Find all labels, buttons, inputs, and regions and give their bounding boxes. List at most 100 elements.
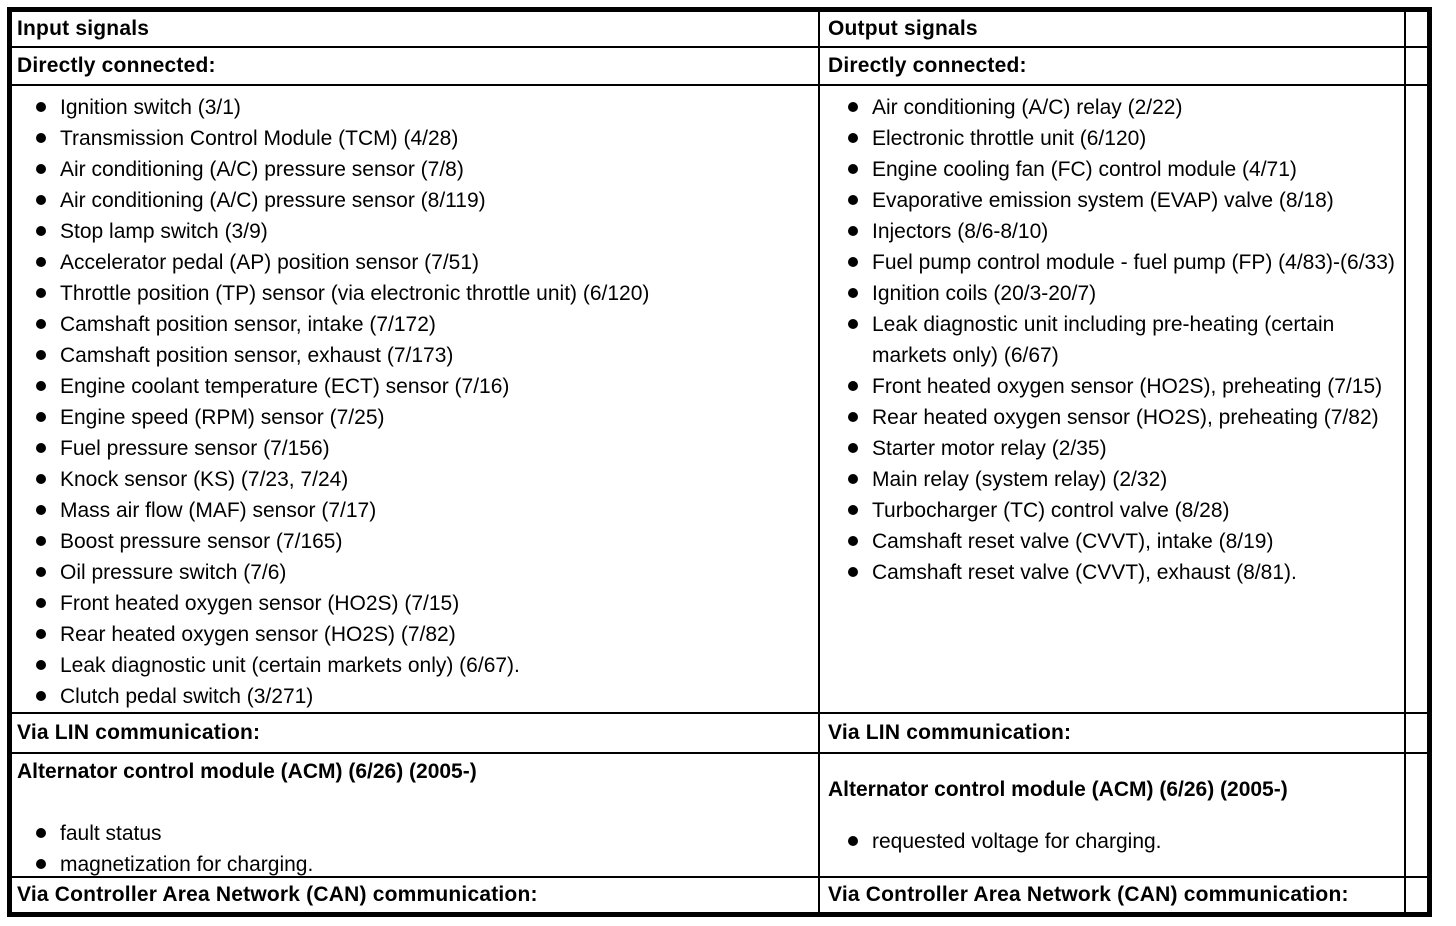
- list-item: Engine coolant temperature (ECT) sensor …: [12, 371, 818, 402]
- list-item-text: Camshaft position sensor, intake (7/172): [60, 313, 436, 336]
- list-item-text: Fuel pump control module - fuel pump (FP…: [872, 251, 1395, 274]
- signals-table: Input signals Output signals Directly co…: [7, 7, 1432, 917]
- list-item-text: Accelerator pedal (AP) position sensor (…: [60, 251, 480, 274]
- list-item-text: Knock sensor (KS) (7/23, 7/24): [60, 468, 349, 491]
- input-via-can-heading: Via Controller Area Network (CAN) commun…: [12, 878, 818, 912]
- list-item: Oil pressure switch (7/6): [12, 557, 818, 588]
- list-item-text: magnetization for charging.: [60, 853, 314, 876]
- list-item: Accelerator pedal (AP) position sensor (…: [12, 247, 818, 278]
- list-item-text: Ignition switch (3/1): [60, 96, 241, 119]
- input-acm-heading: Alternator control module (ACM) (6/26) (…: [17, 760, 477, 783]
- list-item: Mass air flow (MAF) sensor (7/17): [12, 495, 818, 526]
- list-item-text: Throttle position (TP) sensor (via elect…: [60, 282, 650, 305]
- list-item-text: Engine cooling fan (FC) control module (…: [872, 158, 1297, 181]
- list-item: Fuel pressure sensor (7/156): [12, 433, 818, 464]
- bullet-icon: [36, 660, 46, 670]
- list-item: Front heated oxygen sensor (HO2S) (7/15): [12, 588, 818, 619]
- input-via-lin-label: Via LIN communication:: [17, 721, 261, 744]
- bullet-icon: [848, 505, 858, 515]
- list-item: fault status: [12, 818, 818, 849]
- bullet-icon: [848, 412, 858, 422]
- list-item: Ignition switch (3/1): [12, 92, 818, 123]
- bullet-icon: [36, 598, 46, 608]
- list-item: Leak diagnostic unit (certain markets on…: [12, 650, 818, 681]
- bullet-icon: [36, 567, 46, 577]
- list-item: Boost pressure sensor (7/165): [12, 526, 818, 557]
- list-item: Fuel pump control module - fuel pump (FP…: [820, 247, 1404, 278]
- empty-cell: [1406, 754, 1427, 876]
- input-directly-connected-list: Ignition switch (3/1) Transmission Contro…: [12, 86, 818, 712]
- empty-cell: [1406, 86, 1427, 712]
- list-item: Knock sensor (KS) (7/23, 7/24): [12, 464, 818, 495]
- bullet-icon: [848, 195, 858, 205]
- list-item: Camshaft position sensor, exhaust (7/173…: [12, 340, 818, 371]
- bullet-icon: [848, 567, 858, 577]
- input-signals-header-label: Input signals: [17, 17, 150, 40]
- list-item-text: Transmission Control Module (TCM) (4/28): [60, 127, 459, 150]
- list-item-text: Camshaft reset valve (CVVT), exhaust (8/…: [872, 561, 1297, 584]
- bullet-icon: [36, 536, 46, 546]
- list-item-text: Stop lamp switch (3/9): [60, 220, 268, 243]
- input-via-can-label: Via Controller Area Network (CAN) commun…: [17, 883, 538, 906]
- output-via-lin-label: Via LIN communication:: [828, 721, 1072, 744]
- output-signals-header-label: Output signals: [828, 17, 978, 40]
- bullet-icon: [848, 257, 858, 267]
- list-item-text: requested voltage for charging.: [872, 830, 1162, 853]
- bullet-icon: [36, 474, 46, 484]
- list-item-text: Evaporative emission system (EVAP) valve…: [872, 189, 1334, 212]
- list-item: Camshaft reset valve (CVVT), intake (8/1…: [820, 526, 1404, 557]
- list-item-text: Boost pressure sensor (7/165): [60, 530, 343, 553]
- output-acm-section: Alternator control module (ACM) (6/26) (…: [820, 754, 1404, 876]
- bullet-icon: [848, 536, 858, 546]
- bullet-icon: [36, 412, 46, 422]
- bullet-icon: [848, 836, 858, 846]
- list-item-text: Rear heated oxygen sensor (HO2S), prehea…: [872, 406, 1379, 429]
- bullet-icon: [36, 691, 46, 701]
- list-item-text: Turbocharger (TC) control valve (8/28): [872, 499, 1230, 522]
- list-item-text: Air conditioning (A/C) pressure sensor (…: [60, 189, 486, 212]
- list-item: Turbocharger (TC) control valve (8/28): [820, 495, 1404, 526]
- bullet-icon: [36, 828, 46, 838]
- list-item-text: Engine coolant temperature (ECT) sensor …: [60, 375, 510, 398]
- list-item-text: Mass air flow (MAF) sensor (7/17): [60, 499, 377, 522]
- list-item: magnetization for charging.: [12, 849, 818, 876]
- bullet-icon: [848, 319, 858, 329]
- list-item-text: Oil pressure switch (7/6): [60, 561, 287, 584]
- list-item: Front heated oxygen sensor (HO2S), prehe…: [820, 371, 1404, 402]
- list-item-text: Air conditioning (A/C) relay (2/22): [872, 96, 1183, 119]
- output-acm-list: requested voltage for charging.: [820, 826, 1404, 857]
- input-acm-section: Alternator control module (ACM) (6/26) (…: [12, 754, 818, 876]
- bullet-icon: [848, 381, 858, 391]
- output-via-can-heading: Via Controller Area Network (CAN) commun…: [820, 878, 1404, 912]
- input-signals-header: Input signals: [12, 12, 818, 46]
- empty-cell: [1406, 878, 1427, 912]
- list-item-text: Camshaft position sensor, exhaust (7/173…: [60, 344, 454, 367]
- input-via-lin-heading: Via LIN communication:: [12, 714, 818, 752]
- list-item-text: Ignition coils (20/3-20/7): [872, 282, 1097, 305]
- list-item: Transmission Control Module (TCM) (4/28): [12, 123, 818, 154]
- list-item-text: fault status: [60, 822, 162, 845]
- output-directly-connected-list: Air conditioning (A/C) relay (2/22) Elect…: [820, 86, 1404, 712]
- bullet-icon: [36, 164, 46, 174]
- list-item-text: Rear heated oxygen sensor (HO2S) (7/82): [60, 623, 456, 646]
- bullet-icon: [36, 133, 46, 143]
- list-item-text: Starter motor relay (2/35): [872, 437, 1107, 460]
- bullet-icon: [36, 102, 46, 112]
- input-directly-connected-heading: Directly connected:: [12, 48, 818, 84]
- input-directly-connected-label: Directly connected:: [17, 54, 216, 77]
- bullet-icon: [36, 257, 46, 267]
- list-item-text: Injectors (8/6-8/10): [872, 220, 1049, 243]
- input-acm-list: fault status magnetization for charging.: [12, 818, 818, 876]
- bullet-icon: [36, 859, 46, 869]
- empty-cell: [1406, 12, 1427, 46]
- list-item-text: Engine speed (RPM) sensor (7/25): [60, 406, 385, 429]
- list-item-text: Leak diagnostic unit (certain markets on…: [60, 654, 520, 677]
- list-item-text: Leak diagnostic unit including pre-heati…: [872, 313, 1335, 367]
- list-item-text: Fuel pressure sensor (7/156): [60, 437, 330, 460]
- list-item: Camshaft reset valve (CVVT), exhaust (8/…: [820, 557, 1404, 588]
- list-item-text: Front heated oxygen sensor (HO2S) (7/15): [60, 592, 460, 615]
- list-item-text: Front heated oxygen sensor (HO2S), prehe…: [872, 375, 1383, 398]
- list-item: Electronic throttle unit (6/120): [820, 123, 1404, 154]
- bullet-icon: [36, 319, 46, 329]
